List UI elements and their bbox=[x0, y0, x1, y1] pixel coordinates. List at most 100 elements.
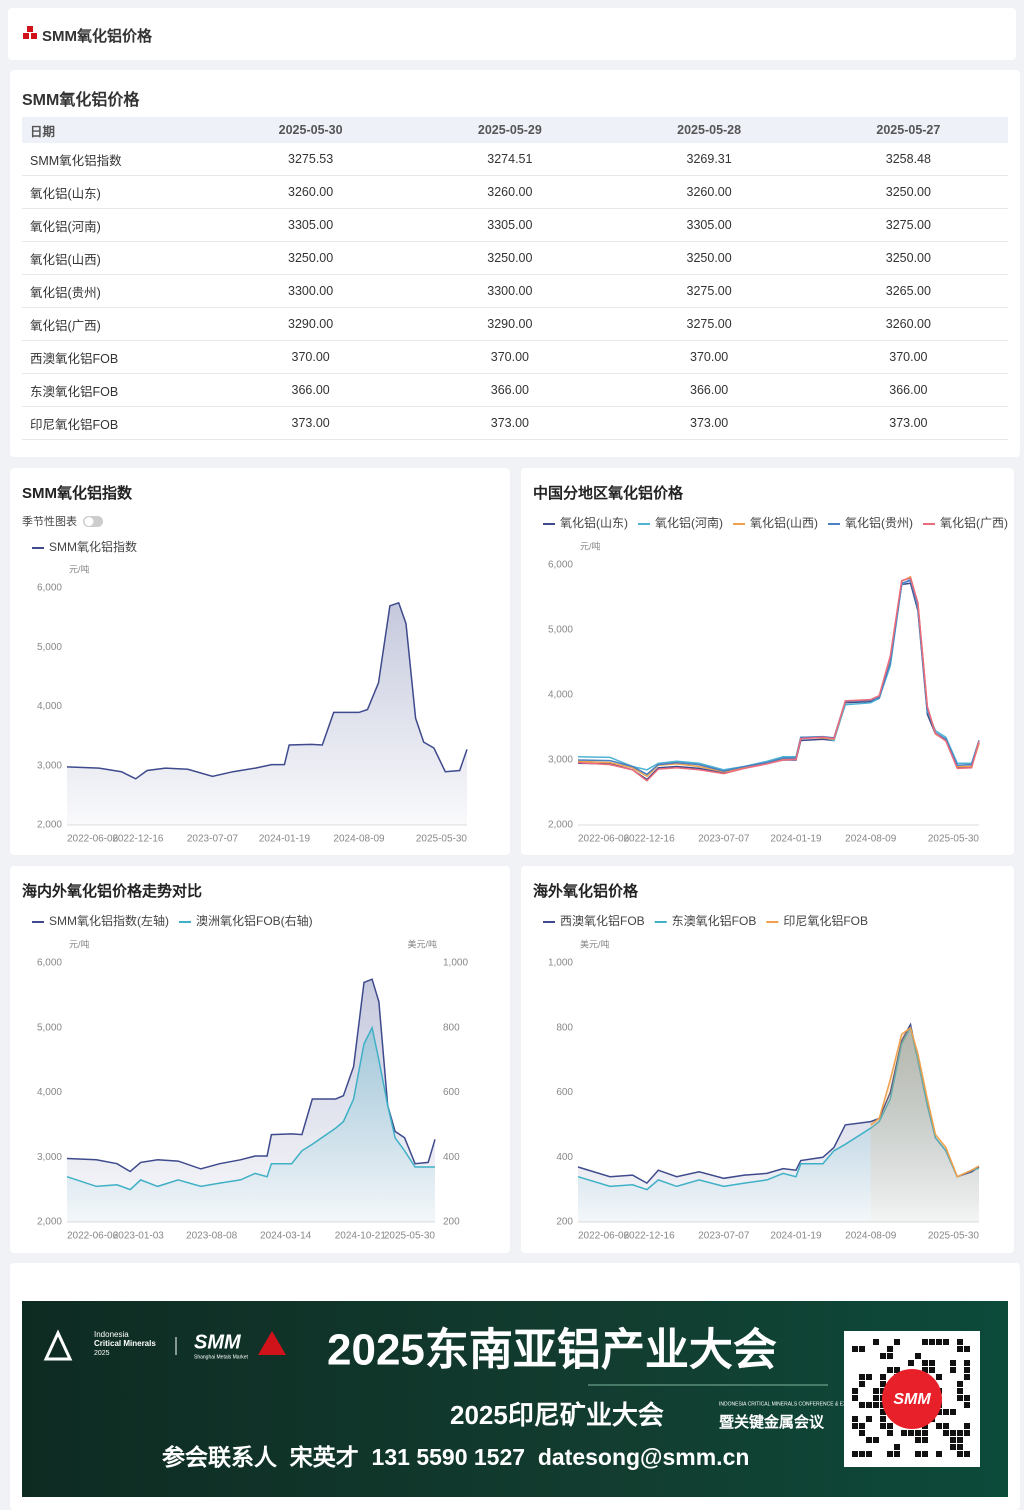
qr-dot bbox=[880, 1388, 886, 1394]
x-tick-label: 2022-12-16 bbox=[112, 834, 164, 845]
qr-dot bbox=[943, 1409, 949, 1415]
qr-dot bbox=[964, 1423, 970, 1429]
qr-dot bbox=[950, 1367, 956, 1373]
table-row: 氧化铝(贵州) 3300.00 3300.00 3275.00 3265.00 bbox=[22, 274, 1008, 308]
header: SMM氧化铝价格 bbox=[8, 8, 1016, 60]
legend-label[interactable]: 澳洲氧化铝FOB(右轴) bbox=[196, 913, 313, 928]
table-cell: 3275.53 bbox=[211, 143, 411, 176]
qr-dot bbox=[852, 1451, 858, 1457]
qr-dot bbox=[943, 1339, 949, 1345]
qr-dot bbox=[957, 1444, 963, 1450]
legend-label[interactable]: 氧化铝(河南) bbox=[655, 515, 723, 530]
qr-dot bbox=[950, 1409, 956, 1415]
chart: 海内外氧化铝价格走势对比 SMM氧化铝指数(左轴) 澳洲氧化铝FOB(右轴) 元/吨 美… bbox=[22, 882, 468, 1242]
qr-dot bbox=[873, 1395, 879, 1401]
line bbox=[577, 582, 980, 781]
table-cell: 370.00 bbox=[410, 340, 610, 374]
qr-dot bbox=[866, 1374, 872, 1380]
y2-tick-label: 400 bbox=[443, 1152, 460, 1163]
org: Critical Minerals bbox=[94, 1339, 156, 1348]
qr-dot bbox=[964, 1367, 970, 1373]
qr-dot bbox=[957, 1395, 963, 1401]
table-cell: 氧化铝(河南) bbox=[22, 208, 211, 242]
table-row: 氧化铝(广西) 3290.00 3290.00 3275.00 3260.00 bbox=[22, 307, 1008, 341]
qr-badge bbox=[882, 1369, 942, 1429]
price-table: 日期 2025-05-30 2025-05-29 2025-05-28 2025-05-… bbox=[22, 117, 1008, 440]
qr-dot bbox=[964, 1346, 970, 1352]
qr-dot bbox=[950, 1437, 956, 1443]
table-cell: 366.00 bbox=[410, 373, 610, 407]
legend-label[interactable]: 氧化铝(山东) bbox=[560, 515, 628, 530]
qr-dot bbox=[887, 1346, 893, 1352]
title-text: 中国分地区氧化铝价格 bbox=[533, 484, 684, 502]
table-cell: 366.00 bbox=[609, 373, 809, 407]
qr-dot bbox=[922, 1430, 928, 1436]
logo-mark bbox=[43, 1329, 73, 1361]
line bbox=[66, 1025, 435, 1191]
y-tick-label: 800 bbox=[556, 1022, 573, 1033]
icon bbox=[23, 26, 37, 39]
table-cell: 氧化铝(山东) bbox=[22, 175, 211, 209]
table-cell: 3290.00 bbox=[211, 307, 411, 341]
qr-dot bbox=[964, 1402, 970, 1408]
legend-label[interactable]: SMM氧化铝指数 bbox=[49, 539, 137, 554]
x-tick-label: 2024-01-19 bbox=[770, 1231, 822, 1242]
sub2: 暨关键金属会议 bbox=[719, 1413, 825, 1431]
x-tick-label: 2024-03-14 bbox=[260, 1231, 312, 1242]
qr-dot bbox=[873, 1402, 879, 1408]
qr-dot bbox=[873, 1388, 879, 1394]
legend-label[interactable]: 西澳氧化铝FOB bbox=[560, 913, 645, 928]
qr-dot bbox=[873, 1339, 879, 1345]
table-cell: 366.00 bbox=[211, 373, 411, 407]
table-cell: SMM氧化铝指数 bbox=[22, 143, 211, 176]
qr-dot bbox=[936, 1374, 942, 1380]
legend-label[interactable]: SMM氧化铝指数(左轴) bbox=[49, 913, 169, 928]
y-tick-label: 400 bbox=[556, 1152, 573, 1163]
chart-card: 中国分地区氧化铝价格氧化铝(山东) 氧化铝(河南) 氧化铝(山西) 氧化铝(贵州) 氧化… bbox=[521, 468, 1014, 855]
legend-label[interactable]: 印尼氧化铝FOB bbox=[783, 913, 868, 928]
area bbox=[67, 602, 467, 825]
x-tick-label: 2022-06-06 bbox=[67, 834, 119, 845]
legend-label[interactable]: 氧化铝(山西) bbox=[750, 515, 818, 530]
qr-dot bbox=[859, 1402, 865, 1408]
qr-dot bbox=[873, 1437, 879, 1443]
qr-dot bbox=[922, 1360, 928, 1366]
qr-dot bbox=[964, 1395, 970, 1401]
x-tick-label: 2024-08-09 bbox=[845, 1231, 897, 1242]
y2-tick-label: 1,000 bbox=[443, 958, 468, 969]
sub-en: INDONESIA CRITICAL MINERALS CONFERENCE &… bbox=[719, 1401, 854, 1407]
banner[interactable]: Indonesia Critical Minerals 2025 SMM Sha… bbox=[22, 1301, 1008, 1497]
x-tick-label: 2023-07-07 bbox=[698, 834, 750, 845]
y-unit: 元/吨 bbox=[69, 938, 90, 949]
qr-dot bbox=[908, 1430, 914, 1436]
legend-label[interactable]: 东澳氧化铝FOB bbox=[672, 913, 757, 928]
qr-dot bbox=[880, 1374, 886, 1380]
qr-dot bbox=[894, 1451, 900, 1457]
qr-dot bbox=[880, 1381, 886, 1387]
y-tick-label: 3,000 bbox=[37, 1152, 62, 1163]
legend-label[interactable]: 氧化铝(贵州) bbox=[845, 515, 913, 530]
qr-dot bbox=[887, 1353, 893, 1359]
qr-dot bbox=[957, 1346, 963, 1352]
title-text: 海外氧化铝价格 bbox=[533, 882, 639, 900]
chart-card: 海外氧化铝价格 西澳氧化铝FOB 东澳氧化铝FOB 印尼氧化铝FOB 美元/吨 200 40… bbox=[521, 866, 1014, 1253]
y-tick-label: 5,000 bbox=[37, 642, 62, 653]
qr-dot bbox=[957, 1430, 963, 1436]
table-title: SMM氧化铝价格 bbox=[22, 92, 140, 109]
qr-dot bbox=[894, 1339, 900, 1345]
banner-bg bbox=[22, 1301, 1008, 1497]
table-cell: 373.00 bbox=[211, 406, 411, 440]
legend-label[interactable]: 氧化铝(广西) bbox=[940, 515, 1008, 530]
qr-logo: SMM bbox=[893, 1391, 931, 1408]
qr-dot bbox=[922, 1367, 928, 1373]
y-tick-label: 2,000 bbox=[37, 820, 62, 831]
table-cell: 373.00 bbox=[609, 406, 809, 440]
qr-dot bbox=[859, 1374, 865, 1380]
y-tick-label: 6,000 bbox=[548, 560, 573, 571]
table-card: SMM氧化铝价格 日期 2025-05-30 2025-05-29 2025-05-2… bbox=[10, 70, 1020, 457]
column-header: 2025-05-30 bbox=[211, 117, 411, 143]
area bbox=[67, 1027, 435, 1222]
qr-dot bbox=[880, 1416, 886, 1422]
table-cell: 3305.00 bbox=[211, 208, 411, 242]
